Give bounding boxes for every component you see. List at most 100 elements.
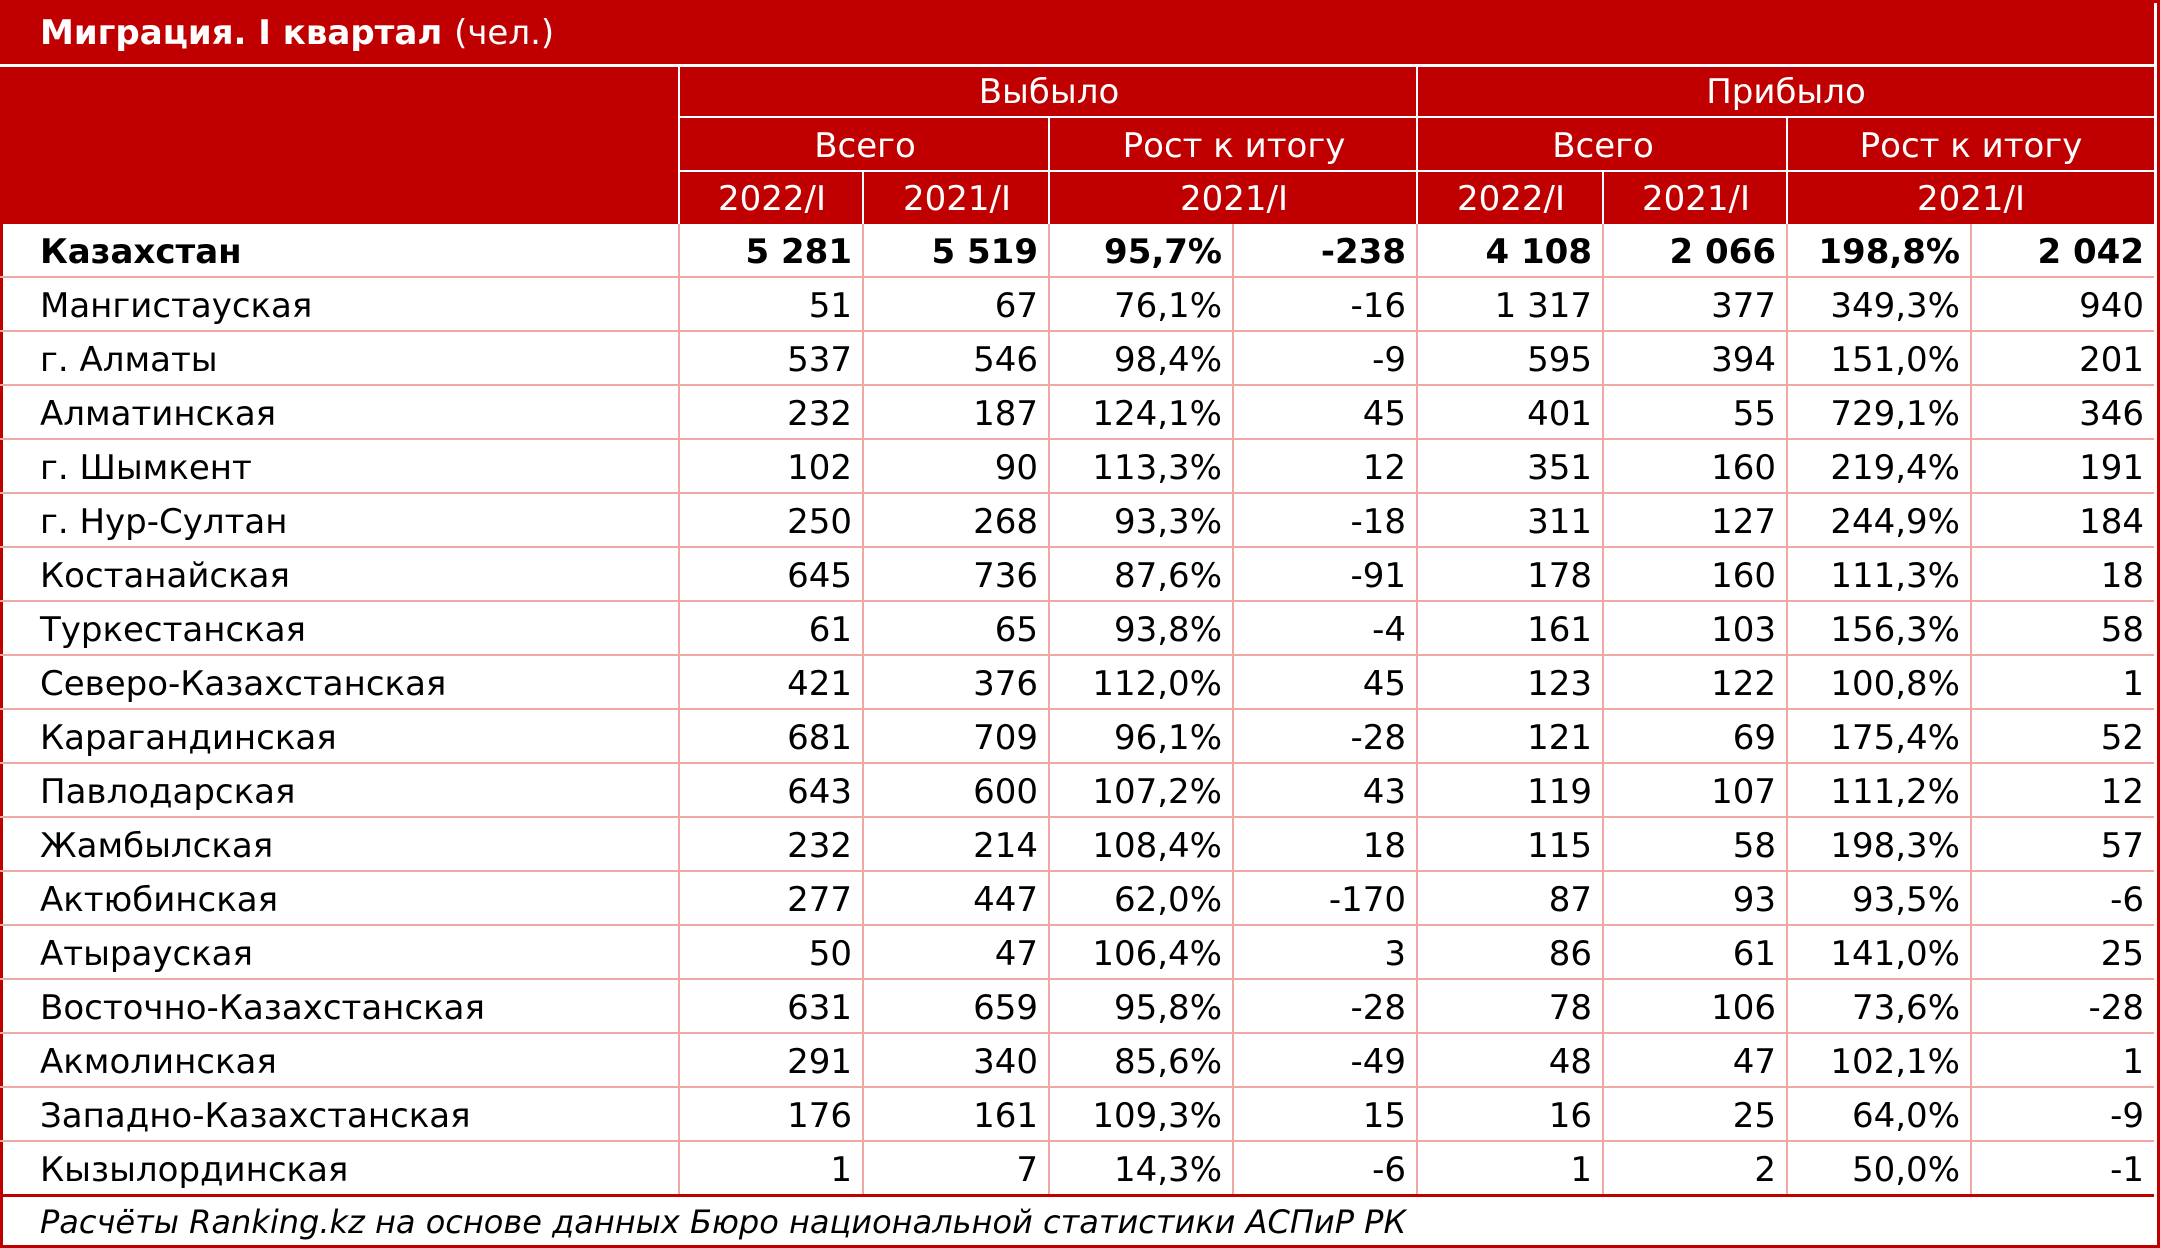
table-cell: 2 [1604, 1142, 1788, 1196]
table-cell: 47 [864, 926, 1050, 980]
table-cell: 631 [680, 980, 864, 1034]
table-cell: 537 [680, 332, 864, 386]
table-cell: 394 [1604, 332, 1788, 386]
table-cell: 96,1% [1050, 710, 1234, 764]
table-cell: 2 042 [2037, 232, 2144, 272]
table-cell: -9 [2110, 1096, 2144, 1136]
table-cell: 107,2% [1050, 764, 1234, 818]
table-cell: 156,3% [1788, 602, 1972, 656]
table-cell: 1 [2122, 664, 2144, 704]
table-row: Северо-Казахстанская 421 376 112,0% 45 123 122… [0, 656, 2154, 710]
region-name: Жамбылская [0, 818, 680, 872]
table-cell: 659 [864, 980, 1050, 1034]
header-divider [1602, 172, 1604, 224]
table-cell: 111,2% [1788, 764, 1972, 818]
table-cell: 377 [1604, 278, 1788, 332]
table-cell: 18 [2100, 556, 2144, 596]
table-cell: 90 [864, 440, 1050, 494]
table-cell: 95,8% [1050, 980, 1234, 1034]
table-cell: 5 519 [864, 224, 1050, 278]
table-cell: 98,4% [1050, 332, 1234, 386]
table-row: Туркестанская 61 65 93,8% -4 161 103 156,3% 58 [0, 602, 2154, 656]
table-row: Алматинская 232 187 124,1% 45 401 55 729,1% 346 [0, 386, 2154, 440]
table-row: Восточно-Казахстанская 631 659 95,8% -28 78 10… [0, 980, 2154, 1034]
table-cell: 45 [1234, 656, 1418, 710]
table-cell: -28 [1234, 710, 1418, 764]
table-cell: 93,3% [1050, 494, 1234, 548]
header-divider [862, 172, 864, 224]
table-row: Костанайская 645 736 87,6% -91 178 160 111,3% 18 [0, 548, 2154, 602]
table-cell: 87 [1418, 872, 1604, 926]
table-cell: 141,0% [1788, 926, 1972, 980]
table-row: Карагандинская 681 709 96,1% -28 121 69 175,4% 5… [0, 710, 2154, 764]
region-name: Северо-Казахстанская [0, 656, 680, 710]
header-divider [1048, 118, 1050, 224]
table-cell: 100,8% [1788, 656, 1972, 710]
table-cell: 93,8% [1050, 602, 1234, 656]
table-cell: 111,3% [1788, 548, 1972, 602]
table-cell: 250 [680, 494, 864, 548]
header-divider [1786, 118, 1788, 224]
table-cell: 176 [680, 1088, 864, 1142]
table-cell: 546 [864, 332, 1050, 386]
table-row: Жамбылская 232 214 108,4% 18 115 58 198,3% 57 [0, 818, 2154, 872]
table-cell: -170 [1234, 872, 1418, 926]
table-cell: 709 [864, 710, 1050, 764]
table-cell: 187 [864, 386, 1050, 440]
table-row: Мангистауская 51 67 76,1% -16 1 317 377 349,3% 9… [0, 278, 2154, 332]
table-cell: 57 [2100, 826, 2144, 866]
group-header-pribylo: Прибыло [1706, 72, 1866, 112]
table-cell: 50 [680, 926, 864, 980]
table-cell: 349,3% [1788, 278, 1972, 332]
table-cell: 268 [864, 494, 1050, 548]
table-cell: 160 [1604, 440, 1788, 494]
title-unit: (чел.) [454, 13, 555, 53]
table-row: г. Алматы 537 546 98,4% -9 595 394 151,0% 201 [0, 332, 2154, 386]
table-cell: 107 [1604, 764, 1788, 818]
table-cell: 69 [1604, 710, 1788, 764]
table-cell: -6 [1234, 1142, 1418, 1196]
table-cell: 67 [864, 278, 1050, 332]
table-cell: 102 [680, 440, 864, 494]
table-cell: -9 [1234, 332, 1418, 386]
table-cell: 351 [1418, 440, 1604, 494]
header-divider [1416, 64, 1418, 224]
table-cell: 151,0% [1788, 332, 1972, 386]
table-cell: 376 [864, 656, 1050, 710]
table-cell: 113,3% [1050, 440, 1234, 494]
header-divider [0, 64, 2154, 67]
table-cell: 681 [680, 710, 864, 764]
table-cell: 161 [1418, 602, 1604, 656]
title-bar: Миграция. I квартал (чел.) [0, 0, 2154, 64]
table-cell: 1 317 [1418, 278, 1604, 332]
source-note: Расчёты Ranking.kz на основе данных Бюро… [0, 1194, 2154, 1245]
table-cell: 198,3% [1788, 818, 1972, 872]
table-cell: 277 [680, 872, 864, 926]
table-row: Актюбинская 277 447 62,0% -170 87 93 93,5% -6 [0, 872, 2154, 926]
table-cell: 61 [1604, 926, 1788, 980]
table-header: Выбыло Прибыло Всего Рост к итогу Всего … [0, 64, 2154, 224]
table-cell: 340 [864, 1034, 1050, 1088]
region-name: г. Шымкент [0, 440, 680, 494]
table-cell: 311 [1418, 494, 1604, 548]
table-cell: 127 [1604, 494, 1788, 548]
table-cell: 18 [1234, 818, 1418, 872]
table-cell: 15 [1234, 1088, 1418, 1142]
table-cell: 1 [2122, 1042, 2144, 1082]
title-main: Миграция. I квартал [40, 13, 443, 53]
table-row-total: Казахстан 5 281 5 519 95,7% -238 4 108 2 066 19… [0, 224, 2154, 278]
region-name: г. Нур-Султан [0, 494, 680, 548]
table-cell: 93 [1604, 872, 1788, 926]
subgroup-header-total-in: Всего [1552, 126, 1654, 166]
table-cell: 76,1% [1050, 278, 1234, 332]
table-cell: 93,5% [1788, 872, 1972, 926]
table-row: г. Шымкент 102 90 113,3% 12 351 160 219,4% 191 [0, 440, 2154, 494]
table-cell: -16 [1234, 278, 1418, 332]
table-cell: 64,0% [1788, 1088, 1972, 1142]
subgroup-header-total-out: Всего [814, 126, 916, 166]
region-name: Казахстан [0, 224, 680, 278]
table-cell: 121 [1418, 710, 1604, 764]
source-note-text: Расчёты Ranking.kz на основе данных Бюро… [40, 1203, 1407, 1241]
table-cell: 108,4% [1050, 818, 1234, 872]
table-cell: -91 [1234, 548, 1418, 602]
